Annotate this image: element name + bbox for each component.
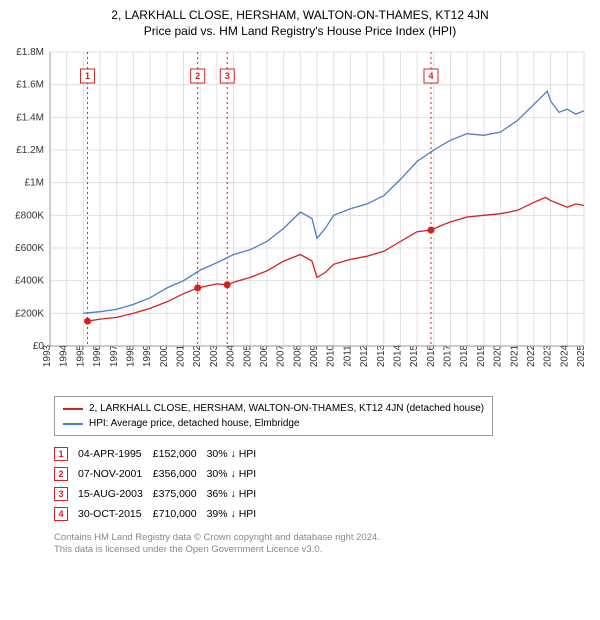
svg-text:2020: 2020 bbox=[493, 344, 504, 367]
svg-text:2022: 2022 bbox=[526, 344, 537, 367]
svg-text:£1.4M: £1.4M bbox=[16, 112, 44, 123]
footer-line-2: This data is licensed under the Open Gov… bbox=[54, 544, 592, 556]
data-attribution: Contains HM Land Registry data © Crown c… bbox=[54, 532, 592, 557]
chart-title-2: Price paid vs. HM Land Registry's House … bbox=[8, 24, 592, 38]
event-price: £710,000 bbox=[153, 504, 207, 524]
svg-text:2005: 2005 bbox=[242, 344, 253, 367]
event-row: 3 15-AUG-2003£375,00036% ↓ HPI bbox=[54, 484, 266, 504]
svg-text:£200K: £200K bbox=[15, 308, 44, 319]
event-row: 4 30-OCT-2015£710,00039% ↓ HPI bbox=[54, 504, 266, 524]
svg-text:£400K: £400K bbox=[15, 276, 44, 287]
event-row: 1 04-APR-1995£152,00030% ↓ HPI bbox=[54, 444, 266, 464]
svg-text:2024: 2024 bbox=[559, 344, 570, 367]
event-price: £356,000 bbox=[153, 464, 207, 484]
svg-text:2021: 2021 bbox=[509, 344, 520, 367]
event-row: 2 07-NOV-2001£356,00030% ↓ HPI bbox=[54, 464, 266, 484]
svg-text:2000: 2000 bbox=[159, 344, 170, 367]
svg-text:2019: 2019 bbox=[476, 344, 487, 367]
svg-text:2023: 2023 bbox=[543, 344, 554, 367]
svg-text:£1.2M: £1.2M bbox=[16, 145, 44, 156]
event-diff: 30% ↓ HPI bbox=[207, 464, 267, 484]
svg-text:2012: 2012 bbox=[359, 344, 370, 367]
svg-text:2009: 2009 bbox=[309, 344, 320, 367]
svg-text:£600K: £600K bbox=[15, 243, 44, 254]
svg-text:2013: 2013 bbox=[376, 344, 387, 367]
svg-text:£1.6M: £1.6M bbox=[16, 80, 44, 91]
svg-text:1997: 1997 bbox=[109, 344, 120, 367]
svg-text:2015: 2015 bbox=[409, 344, 420, 367]
event-diff: 39% ↓ HPI bbox=[207, 504, 267, 524]
svg-text:1996: 1996 bbox=[92, 344, 103, 367]
events-table: 1 04-APR-1995£152,00030% ↓ HPI 2 07-NOV-200… bbox=[54, 444, 266, 524]
svg-text:1993: 1993 bbox=[42, 344, 53, 367]
event-date: 04-APR-1995 bbox=[78, 444, 153, 464]
event-marker-4: 4 bbox=[54, 507, 68, 521]
svg-text:1999: 1999 bbox=[142, 344, 153, 367]
svg-text:2002: 2002 bbox=[192, 344, 203, 367]
event-price: £152,000 bbox=[153, 444, 207, 464]
event-diff: 36% ↓ HPI bbox=[207, 484, 267, 504]
svg-text:2016: 2016 bbox=[426, 344, 437, 367]
chart-title-1: 2, LARKHALL CLOSE, HERSHAM, WALTON-ON-TH… bbox=[8, 8, 592, 22]
svg-text:2: 2 bbox=[195, 71, 200, 81]
svg-text:4: 4 bbox=[428, 71, 433, 81]
event-date: 15-AUG-2003 bbox=[78, 484, 153, 504]
svg-text:1998: 1998 bbox=[125, 344, 136, 367]
svg-text:2008: 2008 bbox=[292, 344, 303, 367]
svg-text:£1.8M: £1.8M bbox=[16, 47, 44, 58]
svg-text:2011: 2011 bbox=[342, 345, 353, 367]
footer-line-1: Contains HM Land Registry data © Crown c… bbox=[54, 532, 592, 544]
svg-text:1: 1 bbox=[85, 71, 90, 81]
svg-text:£1M: £1M bbox=[25, 178, 44, 189]
svg-text:3: 3 bbox=[225, 71, 230, 81]
svg-text:2007: 2007 bbox=[276, 344, 287, 367]
event-date: 07-NOV-2001 bbox=[78, 464, 153, 484]
chart-svg: £0£200K£400K£600K£800K£1M£1.2M£1.4M£1.6M… bbox=[8, 46, 588, 426]
svg-text:2004: 2004 bbox=[226, 344, 237, 367]
svg-text:2018: 2018 bbox=[459, 344, 470, 367]
svg-text:£800K: £800K bbox=[15, 210, 44, 221]
event-date: 30-OCT-2015 bbox=[78, 504, 153, 524]
svg-text:2014: 2014 bbox=[392, 344, 403, 367]
svg-text:2003: 2003 bbox=[209, 344, 220, 367]
event-marker-2: 2 bbox=[54, 467, 68, 481]
svg-text:2010: 2010 bbox=[326, 344, 337, 367]
svg-text:1995: 1995 bbox=[75, 344, 86, 367]
svg-text:2001: 2001 bbox=[176, 344, 187, 367]
chart-plot: £0£200K£400K£600K£800K£1M£1.2M£1.4M£1.6M… bbox=[50, 46, 584, 386]
svg-text:2017: 2017 bbox=[443, 344, 454, 367]
svg-text:1994: 1994 bbox=[59, 344, 70, 367]
svg-text:2025: 2025 bbox=[576, 344, 587, 367]
event-diff: 30% ↓ HPI bbox=[207, 444, 267, 464]
svg-text:2006: 2006 bbox=[259, 344, 270, 367]
event-price: £375,000 bbox=[153, 484, 207, 504]
event-marker-1: 1 bbox=[54, 447, 68, 461]
event-marker-3: 3 bbox=[54, 487, 68, 501]
